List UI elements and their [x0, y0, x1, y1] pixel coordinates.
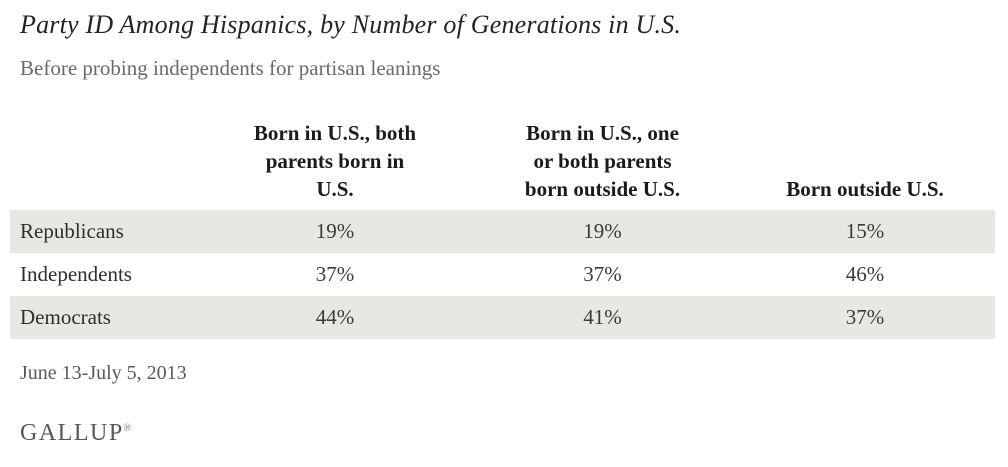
gallup-logo: GALLUP®	[20, 420, 131, 447]
page-title: Party ID Among Hispanics, by Number of G…	[20, 10, 682, 39]
column-header-line: Born outside U.S.	[786, 177, 944, 201]
column-header-line: Born in U.S., one	[526, 121, 679, 145]
column-header-born-us-both-parents-us: Born in U.S., both parents born in U.S.	[200, 119, 470, 205]
table-body: Republicans 19% 19% 15% Independents 37%…	[10, 210, 995, 339]
column-header-line: born outside U.S.	[524, 177, 681, 201]
table-row-republicans: Republicans 19% 19% 15%	[10, 210, 995, 253]
column-header-line: parents born in	[265, 149, 405, 173]
row-label: Republicans	[20, 219, 124, 243]
row-label: Democrats	[20, 305, 111, 329]
page-subtitle: Before probing independents for partisan…	[20, 56, 441, 80]
row-label: Independents	[20, 262, 132, 286]
column-header-born-outside-us: Born outside U.S.	[735, 175, 995, 205]
cell-value: 37%	[845, 305, 885, 329]
cell-value: 37%	[583, 262, 622, 286]
cell-value: 19%	[315, 219, 355, 243]
column-header-line: U.S.	[316, 177, 354, 201]
column-header-empty	[10, 203, 200, 205]
column-header-line: or both parents	[533, 149, 672, 173]
table-row-independents: Independents 37% 37% 46%	[10, 253, 995, 296]
gallup-wordmark: GALLUP	[20, 420, 124, 446]
table-header-row: Born in U.S., both parents born in U.S. …	[10, 108, 995, 205]
cell-value: 44%	[315, 305, 355, 329]
column-header-born-us-parents-outside: Born in U.S., one or both parents born o…	[470, 119, 735, 205]
table-row-democrats: Democrats 44% 41% 37%	[10, 296, 995, 339]
cell-value: 41%	[583, 305, 622, 329]
survey-date-note: June 13-July 5, 2013	[20, 362, 187, 384]
registered-trademark-icon: ®	[123, 423, 132, 434]
cell-value: 19%	[583, 219, 622, 243]
cell-value: 46%	[845, 262, 885, 286]
column-header-line: Born in U.S., both	[253, 121, 417, 145]
cell-value: 15%	[845, 219, 885, 243]
cell-value: 37%	[315, 262, 355, 286]
